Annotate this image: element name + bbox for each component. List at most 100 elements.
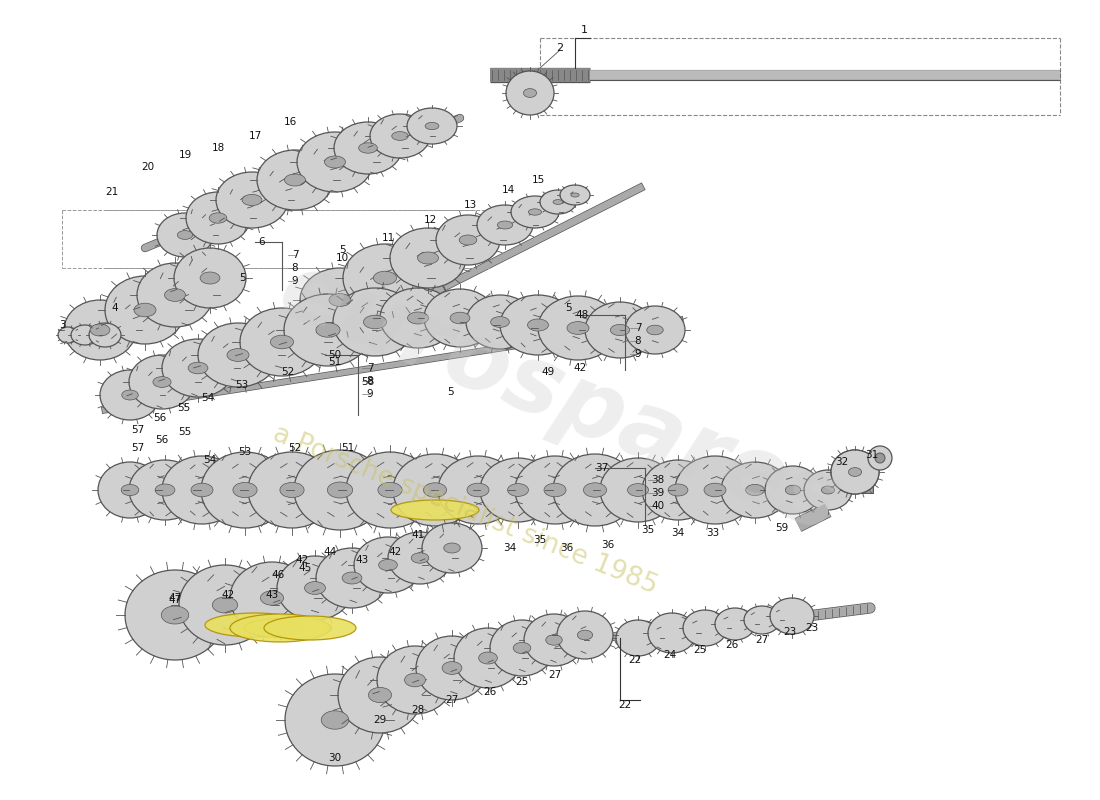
- Text: 35: 35: [534, 535, 547, 545]
- Ellipse shape: [560, 185, 590, 205]
- Ellipse shape: [407, 108, 456, 144]
- Ellipse shape: [346, 452, 434, 528]
- Text: 1: 1: [581, 25, 587, 35]
- Text: 5: 5: [339, 245, 345, 255]
- Text: 11: 11: [382, 233, 395, 243]
- Text: 38: 38: [651, 475, 664, 485]
- Ellipse shape: [557, 611, 613, 659]
- Ellipse shape: [153, 377, 172, 387]
- Ellipse shape: [354, 537, 422, 593]
- Ellipse shape: [625, 306, 685, 354]
- Text: 39: 39: [651, 488, 664, 498]
- Ellipse shape: [507, 483, 528, 496]
- Ellipse shape: [720, 462, 789, 518]
- Ellipse shape: [378, 482, 403, 498]
- Ellipse shape: [368, 687, 392, 702]
- Ellipse shape: [216, 172, 288, 228]
- Text: 19: 19: [178, 150, 191, 160]
- Text: 36: 36: [602, 540, 615, 550]
- Ellipse shape: [359, 142, 377, 154]
- Ellipse shape: [744, 606, 780, 634]
- Ellipse shape: [230, 614, 330, 642]
- Ellipse shape: [583, 482, 606, 497]
- Ellipse shape: [257, 150, 333, 210]
- Text: 32: 32: [835, 457, 848, 467]
- Ellipse shape: [770, 598, 814, 634]
- Text: 43: 43: [355, 555, 368, 565]
- Ellipse shape: [578, 630, 593, 640]
- Text: 48: 48: [575, 310, 589, 320]
- Text: 5: 5: [564, 303, 571, 313]
- Ellipse shape: [538, 296, 618, 360]
- Text: 56: 56: [153, 413, 166, 423]
- Text: 9: 9: [366, 389, 373, 399]
- Ellipse shape: [244, 618, 332, 638]
- Text: 27: 27: [446, 695, 459, 705]
- Text: 35: 35: [641, 525, 654, 535]
- Text: 5: 5: [239, 273, 245, 283]
- Ellipse shape: [338, 657, 422, 733]
- Text: 7: 7: [366, 363, 373, 373]
- Text: 23: 23: [805, 623, 818, 633]
- Ellipse shape: [478, 652, 497, 664]
- Text: 6: 6: [258, 237, 265, 247]
- Text: 7: 7: [292, 250, 298, 260]
- Ellipse shape: [363, 315, 386, 329]
- Ellipse shape: [546, 635, 562, 645]
- Ellipse shape: [129, 460, 201, 520]
- Text: 18: 18: [211, 143, 224, 153]
- Text: 8: 8: [292, 263, 298, 273]
- Ellipse shape: [675, 456, 755, 524]
- Text: 26: 26: [483, 687, 496, 697]
- Ellipse shape: [329, 294, 351, 306]
- Text: 25: 25: [693, 645, 706, 655]
- Ellipse shape: [174, 248, 246, 308]
- Ellipse shape: [188, 362, 208, 374]
- Ellipse shape: [610, 325, 629, 336]
- Ellipse shape: [300, 268, 379, 332]
- Ellipse shape: [450, 312, 470, 324]
- Text: 46: 46: [272, 570, 285, 580]
- Ellipse shape: [418, 252, 439, 264]
- Text: 52: 52: [288, 443, 301, 453]
- Ellipse shape: [424, 482, 447, 497]
- Ellipse shape: [248, 452, 336, 528]
- Text: 54: 54: [201, 393, 214, 403]
- Text: 10: 10: [336, 253, 349, 263]
- Ellipse shape: [198, 323, 278, 387]
- Text: 22: 22: [618, 700, 631, 710]
- Ellipse shape: [242, 194, 262, 206]
- Ellipse shape: [233, 482, 257, 498]
- Ellipse shape: [373, 271, 396, 285]
- Ellipse shape: [438, 456, 518, 524]
- Ellipse shape: [285, 174, 306, 186]
- Ellipse shape: [553, 200, 563, 204]
- Ellipse shape: [294, 450, 386, 530]
- Ellipse shape: [98, 462, 162, 518]
- Text: a Porsche specialist since 1985: a Porsche specialist since 1985: [268, 421, 661, 599]
- Ellipse shape: [848, 467, 861, 476]
- Ellipse shape: [129, 355, 195, 409]
- Text: 26: 26: [725, 640, 738, 650]
- Ellipse shape: [334, 122, 402, 174]
- Ellipse shape: [490, 620, 554, 676]
- Text: 14: 14: [502, 185, 515, 195]
- Ellipse shape: [201, 452, 289, 528]
- Ellipse shape: [616, 620, 660, 656]
- Ellipse shape: [830, 450, 879, 494]
- Ellipse shape: [715, 608, 755, 640]
- Ellipse shape: [165, 289, 186, 302]
- Ellipse shape: [407, 312, 429, 324]
- Ellipse shape: [157, 213, 213, 257]
- Ellipse shape: [342, 572, 362, 584]
- Ellipse shape: [585, 302, 654, 358]
- Text: 2: 2: [557, 43, 563, 53]
- Ellipse shape: [134, 303, 156, 317]
- Ellipse shape: [89, 323, 121, 347]
- Ellipse shape: [480, 458, 556, 522]
- Ellipse shape: [764, 466, 821, 514]
- Ellipse shape: [162, 456, 242, 524]
- Ellipse shape: [162, 339, 234, 397]
- Ellipse shape: [436, 215, 500, 265]
- Ellipse shape: [392, 131, 408, 141]
